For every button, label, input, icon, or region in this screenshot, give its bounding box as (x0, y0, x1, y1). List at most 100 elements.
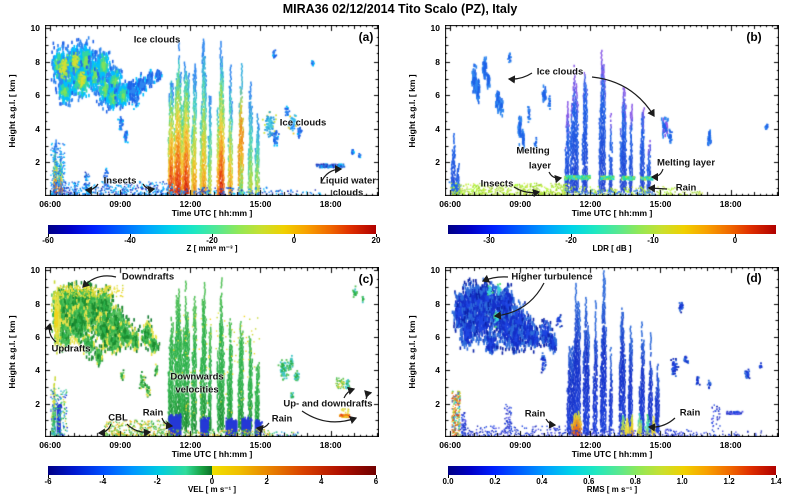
y-tick-label: 2 (435, 398, 440, 409)
colorbar-tick-label: -2 (153, 477, 161, 486)
colorbar-tick-label: 20 (371, 236, 381, 245)
heatmap-canvas-b (445, 25, 779, 196)
colorbar-tick-mark (212, 475, 213, 478)
annotation-label: Insects (480, 178, 514, 190)
x-tick-label: 15:00 (249, 440, 272, 450)
colorbar-tick-mark (635, 475, 637, 478)
colorbar-tick-mark (735, 234, 736, 237)
y-tick-label: 8 (435, 56, 440, 67)
panel-letter: (d) (746, 271, 762, 285)
colorbar-tick-label: 1.0 (676, 477, 688, 486)
colorbar-tick-mark (102, 475, 104, 478)
colorbar-tick-label: 0.4 (536, 477, 548, 486)
x-tick-label: 06:00 (439, 440, 462, 450)
annotation-label: Downdrafts (121, 271, 175, 283)
x-axis-label: Time UTC [ hh:mm ] (171, 449, 253, 459)
y-tick-label: 4 (35, 123, 40, 134)
annotation-label: Rain (675, 182, 697, 194)
annotation-label: Rain (142, 407, 164, 419)
x-tick-label: 09:00 (109, 199, 132, 209)
colorbar-tick-label: 6 (373, 477, 379, 486)
annotation-label: Insects (103, 175, 137, 187)
y-axis-label: Height a.g.l. [ km ] (7, 315, 17, 389)
x-axis-label: Time UTC [ hh:mm ] (571, 208, 653, 218)
colorbar-tick-mark (682, 475, 684, 478)
heatmap-canvas-c (45, 267, 379, 437)
x-tick-label: 18:00 (719, 199, 742, 209)
colorbar-tick-mark (266, 475, 268, 478)
annotation-label: Ice clouds (536, 66, 584, 78)
colorbar-tick-mark (776, 475, 777, 478)
y-tick-label: 10 (30, 265, 40, 276)
colorbar-tick-label: -60 (42, 236, 54, 245)
y-tick-label: 10 (30, 23, 40, 34)
x-tick-label: 06:00 (39, 440, 62, 450)
y-tick-label: 8 (35, 56, 40, 67)
colorbar-c (48, 466, 376, 475)
figure-title: MIRA36 02/12/2014 Tito Scalo (PZ), Italy (282, 2, 518, 16)
colorbar-tick-label: 1.4 (770, 477, 782, 486)
colorbar-tick-mark (48, 234, 49, 237)
colorbar-tick-mark (294, 234, 295, 237)
annotation-label: Ice clouds (279, 117, 327, 129)
annotation-label: Ice clouds (133, 34, 181, 46)
x-tick-label: 18:00 (319, 199, 342, 209)
y-tick-label: 6 (35, 90, 40, 101)
colorbar-tick-mark (489, 234, 490, 237)
x-tick-label: 12:00 (179, 440, 202, 450)
x-tick-label: 15:00 (249, 199, 272, 209)
colorbar-d (448, 466, 776, 475)
x-tick-label: 15:00 (649, 199, 672, 209)
colorbar-tick-mark (494, 475, 496, 478)
x-axis-label: Time UTC [ hh:mm ] (571, 449, 653, 459)
x-tick-label: 09:00 (109, 440, 132, 450)
y-tick-label: 2 (35, 398, 40, 409)
annotation-label: layer (528, 160, 552, 172)
y-axis-label: Height a.g.l. [ km ] (7, 73, 17, 148)
colorbar-tick-mark (376, 475, 377, 478)
annotation-label: Melting (516, 145, 550, 157)
annotation-label: Rain (524, 408, 546, 420)
annotation-label: Liquid water (320, 175, 376, 187)
colorbar-tick-mark (448, 475, 449, 478)
colorbar-tick-mark (653, 234, 654, 237)
colorbar-tick-label: 4 (318, 477, 324, 486)
colorbar-tick-mark (130, 234, 131, 237)
colorbar-tick-mark (48, 475, 49, 478)
colorbar-tick-mark (321, 475, 323, 478)
annotation-label: Higher turbulence (511, 271, 593, 283)
colorbar-label: Z [ mm⁶ m⁻³ ] (186, 244, 238, 253)
y-axis-label: Height a.g.l. [ km ] (407, 73, 417, 148)
x-tick-label: 12:00 (179, 199, 202, 209)
colorbar-tick-label: -20 (565, 236, 577, 245)
y-tick-label: 8 (35, 298, 40, 309)
colorbar-tick-label: 0.2 (489, 477, 501, 486)
y-tick-label: 4 (35, 365, 40, 376)
y-tick-label: 2 (435, 157, 440, 168)
x-tick-label: 12:00 (579, 199, 602, 209)
colorbar-tick-label: 0.6 (583, 477, 595, 486)
colorbar-tick-label: 0 (291, 236, 297, 245)
colorbar-tick-mark (541, 475, 543, 478)
colorbar-tick-mark (588, 475, 590, 478)
panel-letter: (a) (358, 30, 374, 44)
colorbar-tick-mark (571, 234, 572, 237)
colorbar-tick-label: 0 (209, 477, 215, 486)
annotation-label: Updrafts (51, 343, 91, 355)
annotation-label: Melting layer (656, 157, 716, 169)
colorbar-tick-label: 0.8 (629, 477, 641, 486)
colorbar-tick-label: 0.0 (442, 477, 454, 486)
colorbar-tick-label: 1.2 (723, 477, 735, 486)
heatmap-canvas-a (45, 25, 379, 196)
x-tick-label: 12:00 (579, 440, 602, 450)
colorbar-tick-mark (157, 475, 159, 478)
colorbar-b (448, 225, 776, 234)
annotation-label: Downwards (170, 371, 224, 383)
y-tick-label: 6 (35, 332, 40, 342)
y-tick-label: 4 (435, 365, 440, 376)
colorbar-label: LDR [ dB ] (592, 244, 632, 253)
colorbar-tick-label: -20 (206, 236, 218, 245)
x-tick-label: 15:00 (649, 440, 672, 450)
colorbar-a (48, 225, 376, 234)
